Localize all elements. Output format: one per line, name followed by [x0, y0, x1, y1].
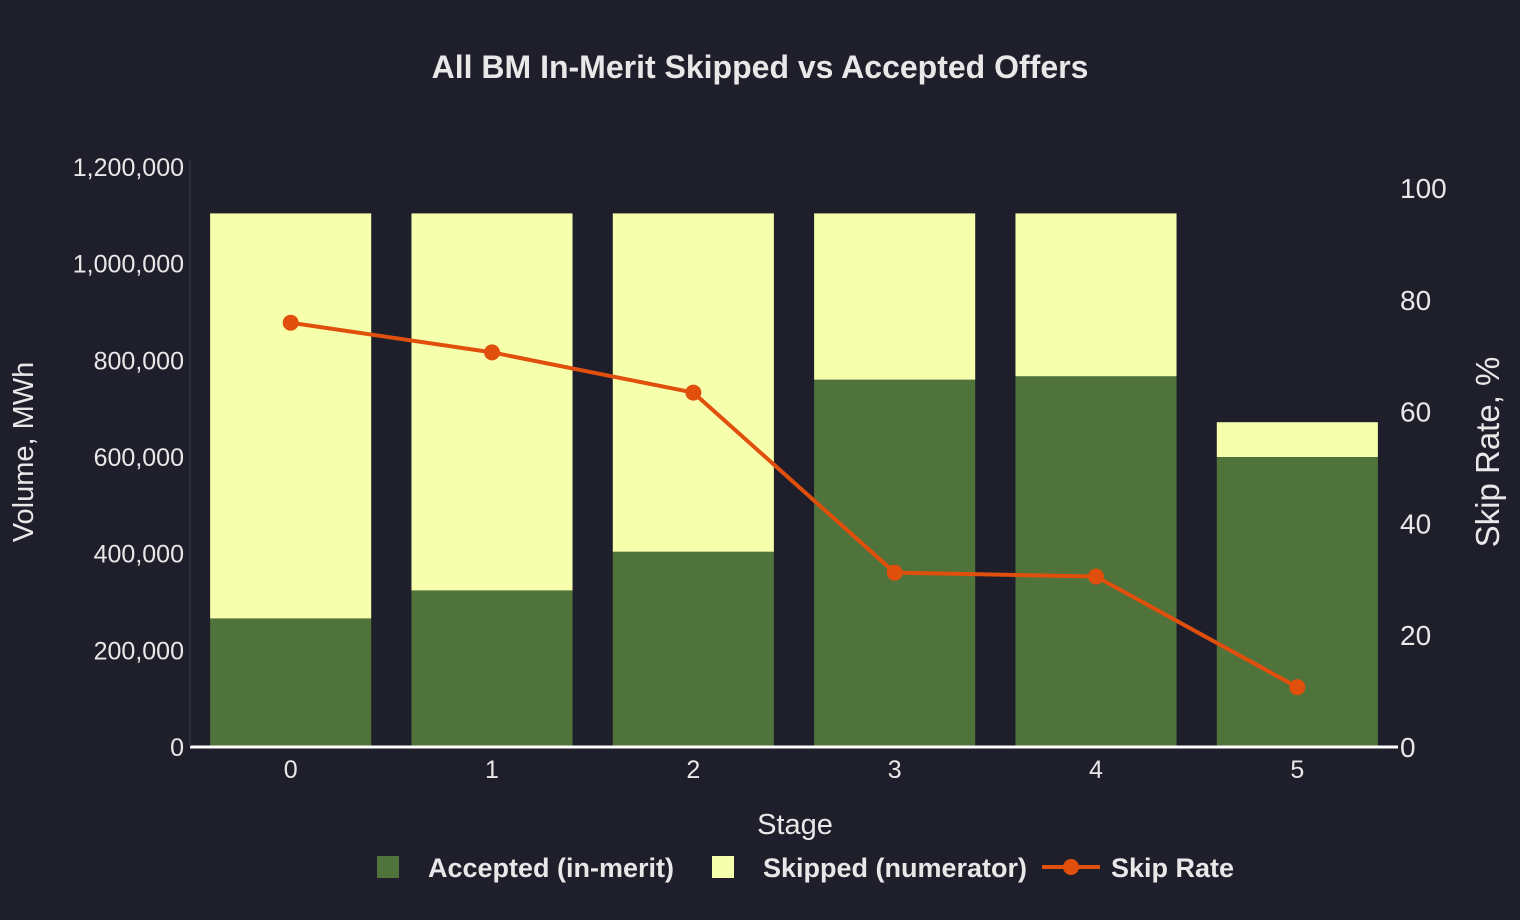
legend-label-skipped: Skipped (numerator) [763, 853, 1027, 883]
skip-rate-point [1088, 568, 1104, 585]
y-tick-label: 400,000 [94, 541, 184, 569]
y2-tick-label: 60 [1400, 397, 1431, 428]
y-tick-label: 1,200,000 [73, 154, 184, 182]
bar-accepted [1216, 457, 1378, 747]
y2-tick-label: 100 [1400, 173, 1447, 204]
y-axis-title: Volume, MWh [8, 362, 40, 543]
bar-accepted [814, 379, 976, 747]
skip-rate-point [1289, 679, 1306, 696]
chart-title: All BM In-Merit Skipped vs Accepted Offe… [432, 49, 1089, 85]
x-tick-label: 4 [1089, 756, 1103, 784]
skip-rate-line-layer [282, 314, 1306, 696]
y-tick-label: 1,000,000 [73, 251, 184, 279]
bar-skipped [411, 213, 573, 591]
bar-accepted [1015, 376, 1177, 747]
y2-tick-label: 20 [1400, 620, 1431, 651]
legend-swatch-accepted [377, 856, 399, 878]
bar-skipped [1216, 422, 1378, 457]
y2-tick-label: 40 [1400, 508, 1431, 539]
bar-accepted [411, 590, 573, 747]
bar-accepted [210, 618, 372, 747]
x-tick-label: 2 [686, 756, 700, 784]
y-tick-label: 800,000 [94, 347, 184, 375]
skip-rate-line [290, 320, 1299, 689]
legend-label-accepted: Accepted (in-merit) [428, 853, 674, 883]
y-tick-label: 600,000 [94, 444, 184, 472]
legend-label-skip-rate: Skip Rate [1111, 853, 1234, 883]
x-axis-title: Stage [757, 809, 833, 841]
skip-rate-point [685, 384, 702, 401]
y2-axis-title: Skip Rate, % [1469, 357, 1506, 548]
legend-swatch-skip-rate-marker [1063, 859, 1079, 875]
y-tick-label: 200,000 [94, 637, 184, 665]
y2-tick-label: 80 [1400, 285, 1431, 316]
x-tick-label: 3 [888, 756, 902, 784]
skip-rate-point [282, 314, 299, 331]
bar-skipped [1015, 213, 1177, 377]
x-tick-label: 0 [284, 756, 298, 784]
y-tick-label: 0 [170, 734, 184, 762]
bar-accepted [612, 551, 774, 747]
legend: Accepted (in-merit) Skipped (numerator) … [377, 853, 1234, 883]
bar-skipped [210, 213, 372, 619]
skip-rate-point [484, 344, 500, 361]
bars-layer [210, 213, 1378, 747]
bar-skipped [814, 213, 976, 380]
legend-swatch-skipped [712, 856, 734, 878]
x-tick-label: 1 [485, 756, 499, 784]
x-tick-label: 5 [1290, 756, 1304, 784]
y2-tick-label: 0 [1400, 732, 1416, 763]
skip-rate-point [886, 564, 903, 581]
axes-layer: 0 1 2 3 4 5 0 200,000 400,000 600,000 800,000 1,000… [73, 154, 1447, 784]
